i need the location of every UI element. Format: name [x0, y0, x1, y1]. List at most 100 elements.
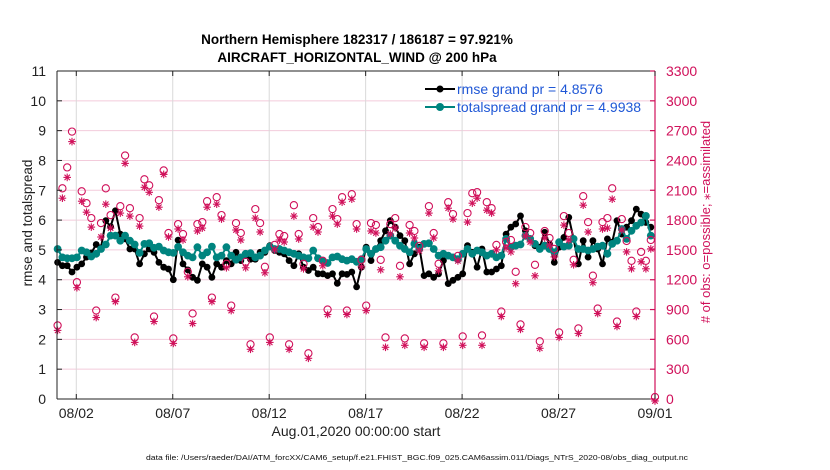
legend: rmse grand pr = 4.8576 totalspread grand…: [425, 81, 641, 115]
asterisk-stroke: [68, 138, 76, 145]
rmse-point: [473, 263, 481, 271]
asterisk-stroke: [551, 253, 558, 260]
totalspread-point: [256, 251, 264, 260]
grid-lines: [57, 71, 655, 399]
obs-assimilated-point: [82, 208, 91, 216]
rmse-point: [430, 273, 438, 281]
y2-tick-label: 3300: [666, 63, 697, 79]
rmse-point: [579, 237, 587, 245]
rmse-point: [208, 273, 216, 281]
asterisk-stroke: [396, 273, 404, 280]
totalspread-point: [502, 235, 510, 243]
asterisk-stroke: [165, 233, 172, 241]
obs-assimilated-point: [478, 341, 486, 350]
obs-assimilated-point: [343, 310, 351, 319]
obs-assimilated-point: [487, 209, 496, 217]
obs-assimilated-point: [439, 343, 448, 352]
asterisk-stroke: [498, 313, 505, 320]
asterisk-stroke: [527, 238, 534, 246]
obs-assimilated-point: [593, 309, 602, 318]
totalspread-point: [381, 236, 390, 245]
asterisk-stroke: [609, 196, 616, 203]
asterisk-stroke: [150, 318, 158, 325]
totalspread-point: [92, 249, 101, 258]
obs-possible-point: [289, 201, 299, 210]
asterisk-stroke: [651, 397, 659, 405]
totalspread-point: [410, 240, 419, 248]
totalspread-point: [613, 236, 621, 245]
obs-possible-point: [188, 309, 197, 318]
rmse-point: [454, 273, 462, 281]
totalspread-point: [362, 245, 371, 253]
obs-assimilated-point: [550, 253, 559, 261]
obs-assimilated-point: [574, 329, 583, 338]
obs-assimilated-point: [555, 333, 563, 342]
x-tick-label: 08/17: [348, 405, 383, 421]
asterisk-stroke: [213, 201, 220, 208]
asterisk-stroke: [575, 330, 582, 337]
totalspread-point: [304, 254, 313, 263]
obs-count-series: [53, 127, 660, 405]
x-tick-label: 08/07: [155, 405, 190, 421]
rmse-point: [68, 268, 76, 276]
asterisk-stroke: [642, 265, 649, 272]
obs-possible-point: [395, 261, 405, 270]
obs-assimilated-point: [502, 244, 510, 252]
asterisk-stroke: [252, 215, 259, 222]
totalspread-point: [217, 251, 226, 260]
totalspread-point: [405, 248, 414, 257]
y2-tick-label: 1800: [666, 212, 697, 228]
rmse-point: [198, 260, 206, 268]
obs-assimilated-point: [608, 195, 616, 203]
asterisk-stroke: [300, 265, 307, 272]
x-tick-label: 08/22: [445, 405, 480, 421]
obs-possible-point: [617, 214, 626, 224]
obs-assimilated-point: [429, 234, 438, 242]
asterisk-stroke: [469, 200, 476, 207]
asterisk-stroke: [131, 339, 138, 346]
obs-assimilated-point: [58, 194, 67, 202]
obs-assimilated-point: [256, 228, 264, 236]
axes: [56, 70, 656, 400]
obs-assimilated-point: [63, 173, 71, 182]
rmse-point: [213, 260, 221, 268]
y2-axis-label: # of obs: o=possible; ⁎=assimilated: [698, 121, 713, 323]
obs-possible-point: [550, 244, 559, 254]
obs-possible-point: [511, 267, 520, 276]
asterisk-stroke: [102, 201, 109, 208]
obs-assimilated-point: [294, 235, 303, 243]
asterisk-stroke: [324, 311, 331, 318]
totalspread-point: [646, 231, 655, 240]
asterisk-stroke: [281, 238, 288, 246]
totalspread-point: [121, 231, 129, 240]
y2-tick-label: 900: [666, 302, 690, 318]
obs-assimilated-point: [102, 200, 110, 208]
obs-assimilated-point: [497, 312, 506, 321]
rmse-point: [285, 257, 293, 264]
obs-possible-point: [135, 213, 144, 223]
asterisk-stroke: [126, 213, 133, 220]
asterisk-stroke: [531, 272, 539, 279]
asterisk-stroke: [377, 266, 384, 273]
totalspread-point: [222, 243, 231, 252]
asterisk-stroke: [517, 326, 524, 333]
obs-assimilated-point: [193, 227, 202, 235]
rmse-point: [483, 268, 491, 276]
rmse-point: [63, 262, 71, 270]
obs-possible-point: [140, 175, 149, 184]
rmse-point: [560, 234, 568, 241]
totalspread-point: [598, 241, 607, 250]
obs-assimilated-point: [73, 283, 81, 292]
totalspread-point: [111, 231, 120, 240]
obs-assimilated-point: [348, 195, 356, 203]
asterisk-stroke: [146, 189, 153, 196]
totalspread-point: [130, 240, 139, 249]
rmse-point: [382, 227, 389, 235]
obs-possible-point: [309, 213, 318, 223]
y-tick-label: 0: [38, 391, 46, 407]
asterisk-stroke: [367, 227, 375, 235]
obs-assimilated-point: [405, 229, 414, 237]
totalspread-point: [463, 245, 472, 253]
asterisk-stroke: [416, 247, 423, 254]
y-tick-label: 3: [38, 302, 46, 318]
